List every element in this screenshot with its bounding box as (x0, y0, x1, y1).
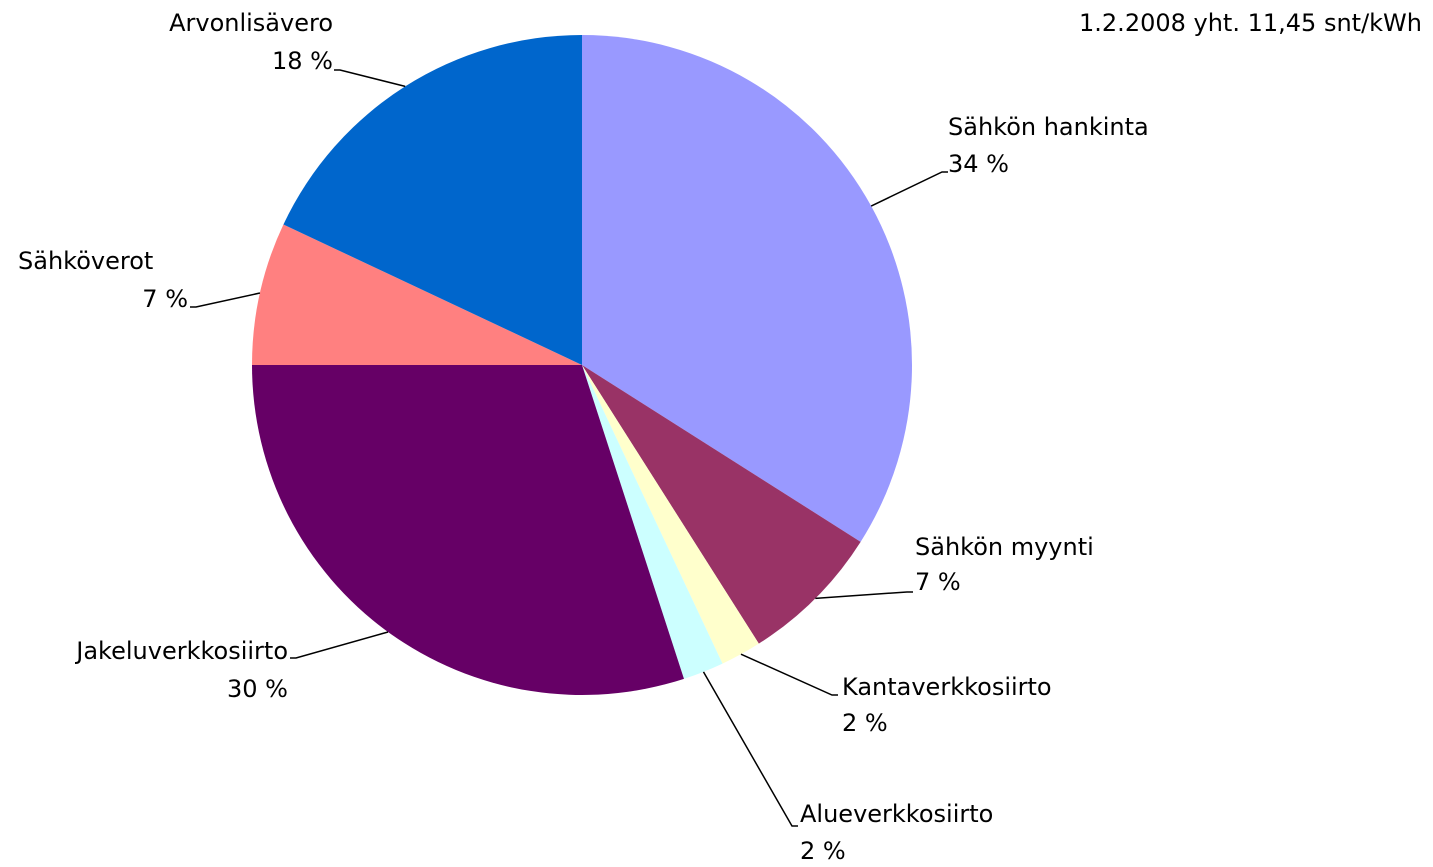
value-label: 2 % (800, 837, 846, 865)
slice-label: Jakeluverkkosiirto (74, 637, 288, 665)
value-label: 30 % (227, 675, 288, 703)
leader-line (870, 171, 948, 207)
chart-title: 1.2.2008 yht. 11,45 snt/kWh (1079, 9, 1422, 37)
leader-line (815, 591, 913, 600)
slice-label: Kantaverkkosiirto (842, 673, 1052, 701)
pie-slice (582, 365, 861, 644)
leader-line (290, 631, 389, 659)
value-label: 7 % (142, 285, 188, 313)
slice-label: Alueverkkosiirto (800, 800, 993, 828)
pie-slice (252, 224, 582, 365)
slice-label: Sähkön hankinta (948, 113, 1149, 141)
leader-line (740, 653, 838, 696)
value-label: 7 % (915, 568, 961, 596)
slice-label: Sähkön myynti (915, 533, 1094, 561)
leader-line (334, 69, 406, 88)
value-label: 34 % (948, 150, 1009, 178)
pie-slice (582, 365, 723, 679)
leader-line (702, 671, 798, 827)
pie-slice (283, 35, 582, 365)
pie-slice (252, 365, 684, 695)
pie-slice (582, 35, 912, 542)
value-label: 2 % (842, 709, 888, 737)
slice-label: Arvonlisävero (169, 9, 333, 37)
slice-label: Sähköverot (18, 247, 153, 275)
pie-slice (582, 365, 759, 664)
leader-line (190, 292, 261, 308)
value-label: 18 % (272, 47, 333, 75)
